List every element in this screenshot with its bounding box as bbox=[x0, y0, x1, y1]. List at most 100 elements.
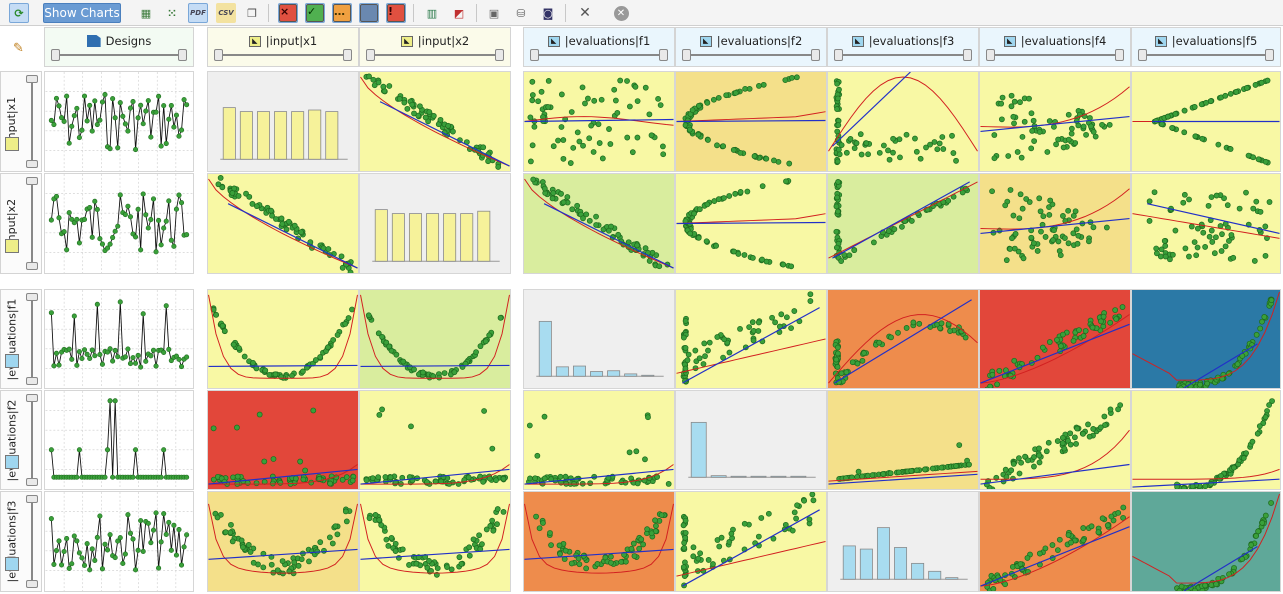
column-header-eval[interactable]: ◣ |evaluations|f5 bbox=[1131, 27, 1281, 67]
range-slider[interactable] bbox=[366, 49, 504, 61]
slider-thumb-max[interactable] bbox=[1115, 49, 1124, 61]
scatter-cell[interactable] bbox=[523, 71, 675, 172]
pdf-export-icon[interactable]: PDF bbox=[188, 3, 208, 23]
grid-icon[interactable]: ▥ bbox=[426, 6, 438, 20]
slider-thumb-min[interactable] bbox=[1138, 49, 1147, 61]
slider-thumb-min[interactable] bbox=[51, 49, 60, 61]
range-slider[interactable] bbox=[986, 49, 1124, 61]
scatter-cell[interactable] bbox=[359, 71, 511, 172]
scatter-cell[interactable] bbox=[827, 71, 979, 172]
row-header-eval[interactable]: |evaluations|f2 bbox=[0, 390, 42, 490]
slider-thumb-min[interactable] bbox=[26, 580, 38, 588]
slider-thumb-max[interactable] bbox=[811, 49, 820, 61]
x-icon[interactable]: ✕ bbox=[579, 5, 591, 21]
range-slider[interactable] bbox=[1138, 49, 1274, 61]
slider-thumb-max[interactable] bbox=[26, 495, 38, 503]
slider-thumb-min[interactable] bbox=[530, 49, 539, 61]
range-slider[interactable] bbox=[834, 49, 972, 61]
histogram-cell[interactable] bbox=[359, 173, 511, 274]
slider-thumb-min[interactable] bbox=[26, 262, 38, 270]
corner-edit-icon[interactable]: ✎ bbox=[13, 41, 24, 56]
slider-thumb-max[interactable] bbox=[343, 49, 352, 61]
slider-thumb-max[interactable] bbox=[26, 177, 38, 185]
scatter-cell[interactable] bbox=[359, 289, 511, 389]
scatter-cell[interactable] bbox=[207, 289, 359, 389]
show-charts-button[interactable]: Show Charts bbox=[43, 3, 121, 23]
scatter-cell[interactable] bbox=[979, 289, 1131, 389]
slider-thumb-min[interactable] bbox=[834, 49, 843, 61]
camera-icon[interactable]: ◙ bbox=[542, 6, 554, 20]
scatter-cell[interactable] bbox=[827, 289, 979, 389]
slider-thumb-min[interactable] bbox=[682, 49, 691, 61]
slider-thumb-max[interactable] bbox=[963, 49, 972, 61]
scatter-cell[interactable] bbox=[675, 289, 827, 389]
scatter-cell[interactable] bbox=[979, 173, 1131, 274]
histogram-cell[interactable] bbox=[207, 71, 359, 172]
range-slider[interactable] bbox=[51, 49, 187, 61]
slider-thumb-max[interactable] bbox=[26, 293, 38, 301]
row-header-eval[interactable]: |evaluations|f1 bbox=[0, 289, 42, 389]
row-header-input[interactable]: |input|x1 bbox=[0, 71, 42, 172]
scatter-cell[interactable] bbox=[827, 390, 979, 490]
vertical-slider[interactable] bbox=[26, 293, 38, 385]
scatter-cell[interactable] bbox=[359, 491, 511, 592]
scatter-cell[interactable] bbox=[1131, 390, 1281, 490]
vertical-slider[interactable] bbox=[26, 75, 38, 168]
row-header-eval[interactable]: |evaluations|f3 bbox=[0, 491, 42, 592]
scatter-cell[interactable] bbox=[675, 71, 827, 172]
slider-thumb-max[interactable] bbox=[495, 49, 504, 61]
scatter-cell[interactable] bbox=[979, 71, 1131, 172]
column-header-eval[interactable]: ◣ |evaluations|f3 bbox=[827, 27, 979, 67]
csv-export-icon[interactable]: CSV bbox=[216, 3, 236, 23]
refresh-icon[interactable]: ⟳ bbox=[9, 3, 29, 23]
scatter-cell[interactable] bbox=[979, 491, 1131, 592]
circle-x-icon[interactable]: ✕ bbox=[611, 3, 631, 23]
scatter-cell[interactable] bbox=[1131, 491, 1281, 592]
scatter-cell[interactable] bbox=[207, 390, 359, 490]
filter-red-icon[interactable]: × bbox=[278, 3, 298, 23]
scatter-cell[interactable] bbox=[207, 491, 359, 592]
histogram-cell[interactable] bbox=[675, 390, 827, 490]
range-slider[interactable] bbox=[214, 49, 352, 61]
filter-green-icon[interactable]: ✓ bbox=[305, 3, 325, 23]
scatter-cell[interactable] bbox=[1131, 289, 1281, 389]
network-icon[interactable]: ⛁ bbox=[516, 6, 526, 20]
copy-icon[interactable]: ❐ bbox=[247, 6, 257, 20]
vertical-slider[interactable] bbox=[26, 177, 38, 270]
histogram-cell[interactable] bbox=[827, 491, 979, 592]
scatter-cell[interactable] bbox=[207, 173, 359, 274]
scatter-icon[interactable]: ⁙ bbox=[167, 6, 177, 20]
column-header-eval[interactable]: ◣ |evaluations|f2 bbox=[675, 27, 827, 67]
scatter-cell[interactable] bbox=[675, 173, 827, 274]
scatter-cell[interactable] bbox=[1131, 173, 1281, 274]
color-map-icon[interactable]: ◩ bbox=[453, 6, 465, 20]
range-slider[interactable] bbox=[530, 49, 668, 61]
scatter-cell[interactable] bbox=[523, 390, 675, 490]
column-header-input[interactable]: ◣ |input|x1 bbox=[207, 27, 359, 67]
scatter-cell[interactable] bbox=[1131, 71, 1281, 172]
slider-thumb-min[interactable] bbox=[986, 49, 995, 61]
slider-thumb-max[interactable] bbox=[1265, 49, 1274, 61]
scatter-cell[interactable] bbox=[827, 173, 979, 274]
column-header-eval[interactable]: ◣ |evaluations|f1 bbox=[523, 27, 675, 67]
vertical-slider[interactable] bbox=[26, 394, 38, 486]
scatter-cell[interactable] bbox=[359, 390, 511, 490]
vertical-slider[interactable] bbox=[26, 495, 38, 588]
row-header-input[interactable]: |input|x2 bbox=[0, 173, 42, 274]
filter-blue-icon[interactable] bbox=[359, 3, 379, 23]
slider-thumb-min[interactable] bbox=[26, 377, 38, 385]
slider-thumb-max[interactable] bbox=[26, 75, 38, 83]
filter-warning-icon[interactable]: ! bbox=[386, 3, 406, 23]
slider-thumb-max[interactable] bbox=[178, 49, 187, 61]
scatter-cell[interactable] bbox=[523, 491, 675, 592]
range-slider[interactable] bbox=[682, 49, 820, 61]
slider-thumb-max[interactable] bbox=[659, 49, 668, 61]
histogram-cell[interactable] bbox=[523, 289, 675, 389]
column-header-eval[interactable]: ◣ |evaluations|f4 bbox=[979, 27, 1131, 67]
scatter-cell[interactable] bbox=[979, 390, 1131, 490]
slider-thumb-min[interactable] bbox=[26, 160, 38, 168]
slider-thumb-min[interactable] bbox=[26, 478, 38, 486]
scatter-cell[interactable] bbox=[675, 491, 827, 592]
slider-thumb-min[interactable] bbox=[366, 49, 375, 61]
column-header-design[interactable]: Designs bbox=[44, 27, 194, 67]
